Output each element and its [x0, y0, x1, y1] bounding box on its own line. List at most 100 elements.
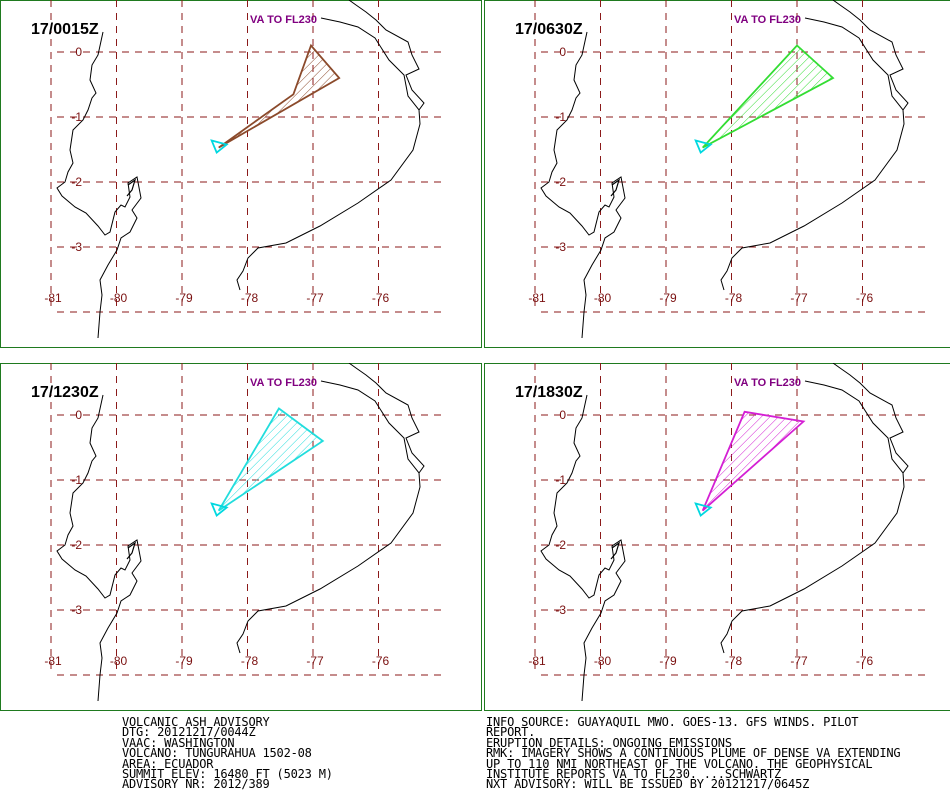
lat-label: -3	[71, 240, 82, 254]
lon-label: -79	[659, 291, 677, 305]
lon-label: -77	[306, 654, 324, 668]
lat-label: 0	[559, 45, 566, 59]
lat-label: -1	[71, 473, 82, 487]
lon-label: -79	[175, 291, 193, 305]
advisory-line: VOLCANIC ASH ADVISORY	[122, 715, 270, 729]
advisory-line: INSTITUTE REPORTS VA TO FL230. ...SCHWAR…	[486, 767, 782, 782]
lat-label: -3	[555, 603, 566, 617]
lon-label: -76	[856, 654, 874, 668]
lon-label: -81	[528, 291, 546, 305]
lon-label: -77	[790, 291, 808, 305]
lat-label: -1	[555, 473, 566, 487]
lon-label: -81	[528, 654, 546, 668]
volcano-icon	[210, 502, 229, 517]
valid-time-label: 17/0015Z	[31, 21, 99, 38]
valid-time-label: 17/1230Z	[31, 384, 99, 401]
coastline	[720, 380, 905, 654]
lat-label: 0	[75, 408, 82, 422]
lon-label: -80	[594, 654, 612, 668]
map-panel-2: 0 -1 -2 -3 -81 -80 -79 -78 -77 -76 17/0630Z VA TO F…	[484, 0, 950, 348]
lat-label: -3	[71, 603, 82, 617]
coastline	[56, 394, 142, 702]
lon-label: -76	[856, 291, 874, 305]
advisory-remarks-block: INFO SOURCE: GUAYAQUIL MWO. GOES-13. GFS…	[486, 715, 901, 792]
lon-label: -76	[372, 654, 390, 668]
lat-label: -2	[555, 175, 566, 189]
lon-label: -81	[44, 291, 62, 305]
lon-label: -76	[372, 291, 390, 305]
coastline	[126, 178, 137, 197]
coastline	[610, 541, 621, 560]
advisory-line: ERUPTION DETAILS: ONGOING EMISSIONS	[486, 735, 732, 750]
ash-cloud-polygon	[218, 43, 341, 149]
ash-level-label: VA TO FL230	[250, 377, 317, 389]
coastline	[236, 17, 421, 291]
valid-time-label: 17/1830Z	[515, 384, 583, 401]
advisory-line: INFO SOURCE: GUAYAQUIL MWO. GOES-13. GFS…	[486, 715, 859, 729]
ash-level-label: VA TO FL230	[734, 14, 801, 26]
map-frame	[0, 363, 482, 711]
lat-label: -3	[555, 240, 566, 254]
advisory-line: VOLCANO: TUNGURAHUA 1502-08	[122, 746, 312, 761]
lon-label: -77	[790, 654, 808, 668]
lat-label: -1	[71, 110, 82, 124]
lon-label: -79	[175, 654, 193, 668]
lon-label: -80	[110, 291, 128, 305]
ash-level-label: VA TO FL230	[734, 377, 801, 389]
map-panel-3: 0 -1 -2 -3 -81 -80 -79 -78 -77 -76 17/1230Z VA TO F…	[0, 363, 482, 711]
advisory-line: VAAC: WASHINGTON	[122, 735, 235, 750]
volcano-icon	[210, 139, 229, 154]
ash-cloud-polygon	[217, 407, 325, 512]
map-frame	[484, 0, 950, 348]
lat-label: -1	[555, 110, 566, 124]
valid-time-label: 17/0630Z	[515, 21, 583, 38]
map-4-svg: 0 -1 -2 -3 -81 -80 -79 -78 -77 -76 17/1830Z VA TO F…	[484, 363, 950, 711]
lat-label: -2	[71, 175, 82, 189]
map-3-svg: 0 -1 -2 -3 -81 -80 -79 -78 -77 -76 17/1230Z VA TO F…	[0, 363, 482, 711]
advisory-line: UP TO 110 NMI NORTHEAST OF THE VOLCANO. …	[486, 756, 873, 771]
coastline	[348, 0, 425, 111]
lon-label: -81	[44, 654, 62, 668]
lon-label: -77	[306, 291, 324, 305]
lat-label: 0	[559, 408, 566, 422]
map-frame	[484, 363, 950, 711]
map-panel-1: 0 -1 -2 -3 -81 -80 -79 -78 -77 -76 17/0015Z VA TO F…	[0, 0, 482, 348]
volcano-icon	[694, 139, 713, 154]
ash-level-label: VA TO FL230	[250, 14, 317, 26]
map-1-svg: 0 -1 -2 -3 -81 -80 -79 -78 -77 -76 17/0015Z VA TO F…	[0, 0, 482, 348]
advisory-line: REPORT.	[486, 725, 536, 740]
map-panel-4: 0 -1 -2 -3 -81 -80 -79 -78 -77 -76 17/1830Z VA TO F…	[484, 363, 950, 711]
coastline	[126, 541, 137, 560]
lon-label: -80	[110, 654, 128, 668]
coastline	[540, 394, 626, 702]
coastline	[832, 363, 909, 474]
coastline	[610, 178, 621, 197]
ash-cloud-polygon	[702, 44, 835, 149]
volcano-icon	[694, 502, 713, 517]
coastline	[56, 31, 142, 339]
lon-label: -78	[725, 654, 743, 668]
coastline	[540, 31, 626, 339]
coastline	[720, 17, 905, 291]
lat-label: 0	[75, 45, 82, 59]
lon-label: -78	[725, 291, 743, 305]
advisory-line: ADVISORY NR: 2012/389	[122, 777, 270, 792]
map-2-svg: 0 -1 -2 -3 -81 -80 -79 -78 -77 -76 17/0630Z VA TO F…	[484, 0, 950, 348]
lat-label: -2	[71, 538, 82, 552]
coastline	[348, 363, 425, 474]
advisory-header-block: VOLCANIC ASH ADVISORY DTG: 20121217/0044…	[122, 715, 333, 792]
ash-cloud-polygon	[701, 410, 806, 512]
coastline	[832, 0, 909, 111]
advisory-line: AREA: ECUADOR	[122, 756, 214, 771]
advisory-line: SUMMIT ELEV: 16480 FT (5023 M)	[122, 767, 333, 782]
advisory-line: NXT ADVISORY: WILL BE ISSUED BY 20121217…	[486, 777, 810, 792]
coastline	[236, 380, 421, 654]
lon-label: -78	[241, 654, 259, 668]
advisory-line: DTG: 20121217/0044Z	[122, 725, 256, 740]
lon-label: -80	[594, 291, 612, 305]
lat-label: -2	[555, 538, 566, 552]
lon-label: -79	[659, 654, 677, 668]
lon-label: -78	[241, 291, 259, 305]
advisory-line: RMK: IMAGERY SHOWS A CONTINUOUS PLUME OF…	[486, 746, 901, 761]
map-frame	[0, 0, 482, 348]
